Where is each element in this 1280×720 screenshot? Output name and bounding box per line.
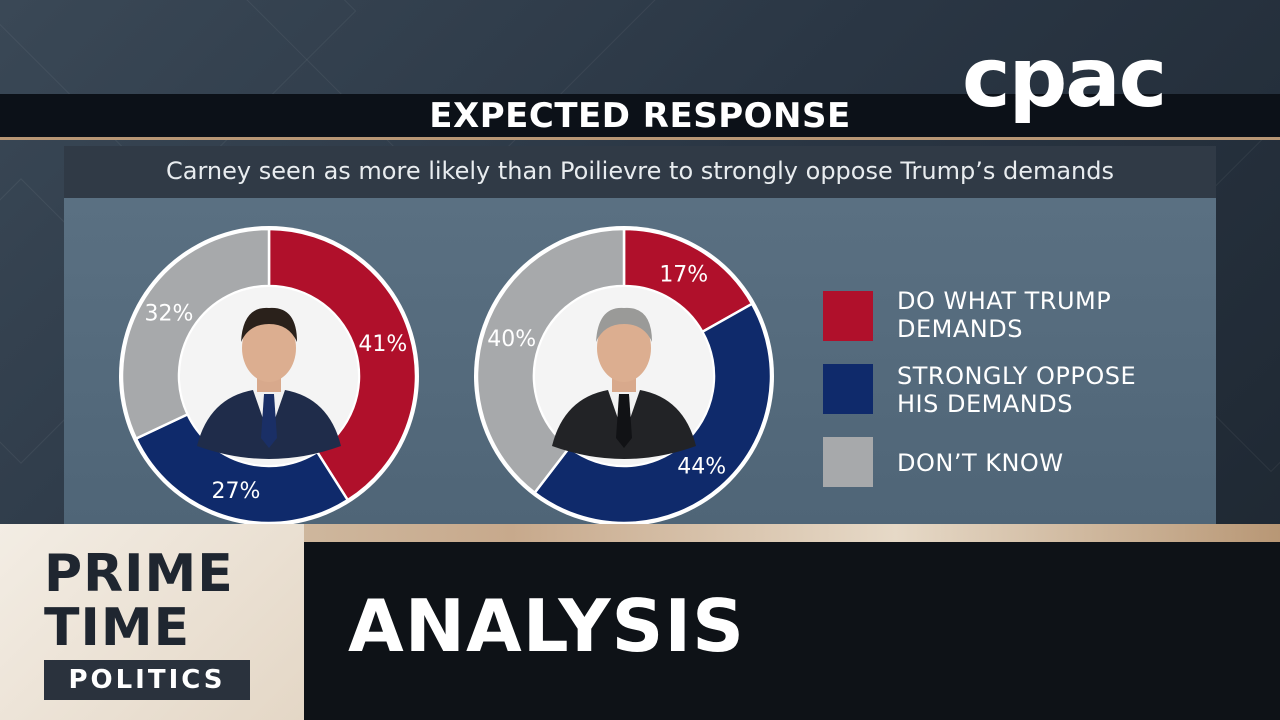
chart-subtitle: Carney seen as more likely than Poilievr… bbox=[165, 157, 1114, 185]
donut-slice-dont-know bbox=[475, 227, 626, 495]
portrait-image bbox=[552, 307, 696, 459]
donut-data-label: 40% bbox=[487, 327, 536, 352]
donut-data-label: 41% bbox=[358, 332, 407, 357]
donut-data-label: 17% bbox=[659, 263, 708, 288]
donut-slice-dont-know bbox=[120, 227, 271, 441]
donut-slice-demands bbox=[267, 227, 418, 502]
brand-time: TIME bbox=[44, 598, 191, 658]
donut-data-label: 44% bbox=[677, 454, 726, 479]
donut-data-label: 27% bbox=[211, 479, 260, 504]
donut-data-label: 32% bbox=[144, 302, 193, 327]
title-band bbox=[0, 94, 1280, 140]
lower-third-bar bbox=[304, 542, 1280, 720]
legend-label-demands: DO WHAT TRUMP DEMANDS bbox=[897, 287, 1112, 343]
cpac-logo: cpac bbox=[962, 31, 1167, 126]
brand-politics: POLITICS bbox=[44, 660, 250, 700]
donut-slice-oppose bbox=[532, 302, 773, 525]
donut-slice-oppose bbox=[134, 412, 350, 525]
brand-prime: PRIME bbox=[44, 544, 234, 604]
subtitle-band bbox=[64, 146, 1216, 198]
legend-swatch-demands bbox=[823, 291, 873, 341]
lower-third-headline: ANALYSIS bbox=[348, 584, 746, 668]
legend-label-oppose: STRONGLY OPPOSE HIS DEMANDS bbox=[897, 362, 1137, 418]
lower-third-accent bbox=[0, 524, 1280, 542]
chart-title: EXPECTED RESPONSE bbox=[429, 96, 851, 136]
show-brand: PRIME TIME POLITICS bbox=[0, 524, 304, 720]
portrait-image bbox=[197, 307, 341, 459]
legend-swatch-dont-know bbox=[823, 437, 873, 487]
legend-swatch-oppose bbox=[823, 364, 873, 414]
legend-label-dont-know: DON’T KNOW bbox=[897, 449, 1064, 477]
